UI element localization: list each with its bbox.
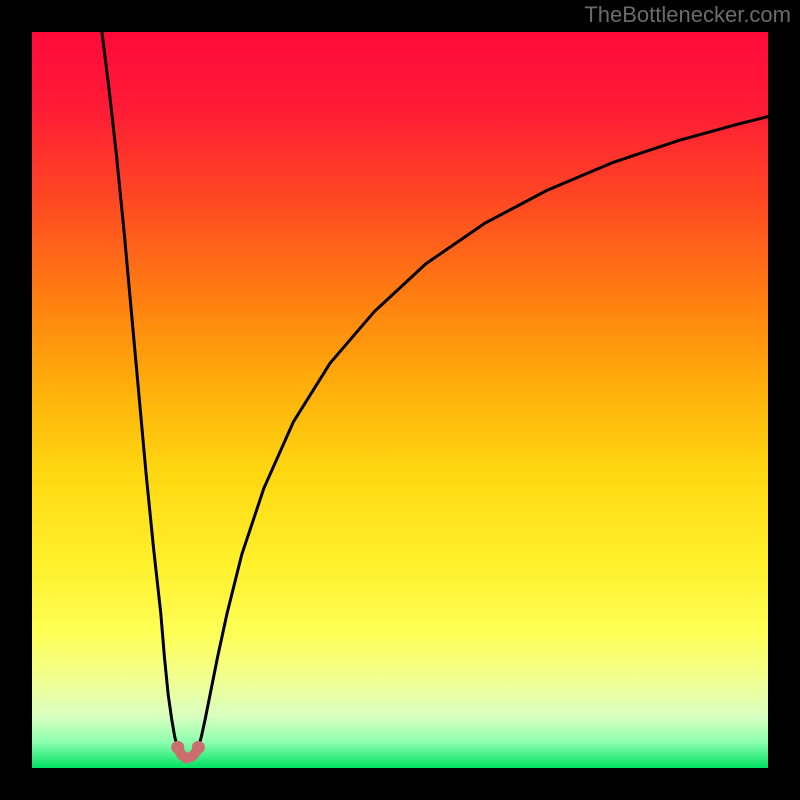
valley-endpoint-0	[171, 741, 184, 754]
plot-background	[32, 32, 768, 768]
watermark-text: TheBottlenecker.com	[584, 2, 791, 27]
valley-endpoint-1	[192, 741, 205, 754]
bottleneck-chart: TheBottlenecker.com	[0, 0, 800, 800]
